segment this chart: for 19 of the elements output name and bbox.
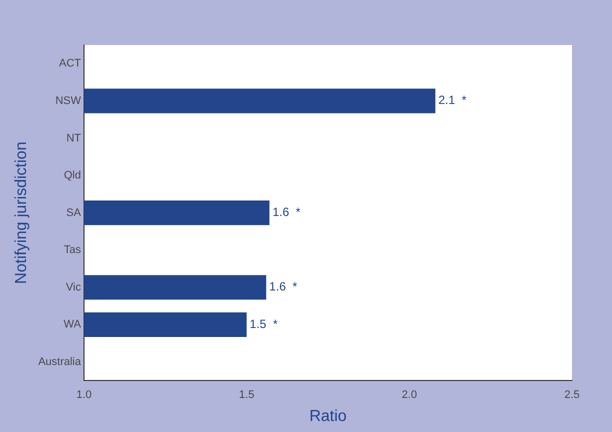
data-label: 1.5 * xyxy=(250,316,278,331)
y-axis-title: Notifying jurisdiction xyxy=(13,142,30,284)
y-tick-label: Australia xyxy=(38,356,82,368)
data-label: 1.6 * xyxy=(272,205,301,220)
data-label: 1.6 * xyxy=(269,280,298,294)
x-tick-label: 1.5 xyxy=(239,389,254,402)
data-label: 2.1 * xyxy=(438,93,467,108)
y-tick-label: WA xyxy=(64,318,82,331)
y-tick-label: ACT xyxy=(58,58,82,70)
y-tick-label: NT xyxy=(66,132,82,144)
y-tick-label: Qld xyxy=(64,170,81,182)
y-tick-label: SA xyxy=(66,206,82,219)
x-tick-label: 1.0 xyxy=(76,389,92,402)
y-tick-label: NSW xyxy=(55,94,82,107)
x-tick-label: 2.5 xyxy=(564,389,580,402)
x-tick-label: 2.0 xyxy=(402,389,417,402)
y-tick-label: Vic xyxy=(66,281,82,294)
y-tick-label: Tas xyxy=(64,244,82,256)
x-axis-title: Ratio xyxy=(309,408,347,425)
